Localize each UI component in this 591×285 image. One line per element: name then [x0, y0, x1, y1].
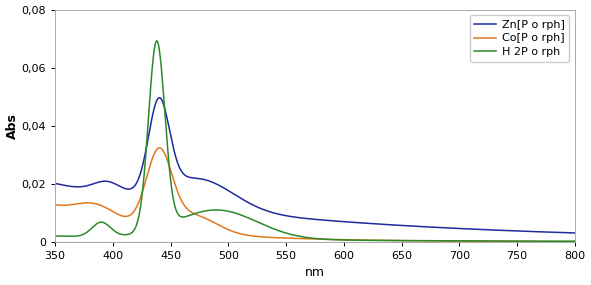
Co[P o rph]: [51, 203, 59, 207]
X-axis label: nm: nm: [305, 266, 325, 280]
Line: Co[P o rph]: Co[P o rph]: [55, 148, 575, 242]
Zn[P o rph]: [501, 229, 508, 232]
Zn[P o rph]: [443, 226, 450, 230]
H 2P o rph: [187, 213, 194, 217]
Co[P o rph]: [108, 209, 115, 213]
Zn[P o rph]: [108, 181, 115, 184]
H 2P o rph: [274, 229, 281, 232]
Zn[P o rph]: [422, 225, 429, 229]
H 2P o rph: [153, 39, 160, 42]
Zn[P o rph]: [156, 96, 163, 99]
Y-axis label: Abs: Abs: [5, 113, 18, 139]
Co[P o rph]: [422, 239, 429, 243]
Co[P o rph]: [443, 239, 450, 243]
H 2P o rph: [501, 239, 508, 243]
Co[P o rph]: [274, 236, 281, 239]
H 2P o rph: [108, 227, 115, 230]
H 2P o rph: [571, 239, 579, 243]
Legend: Zn[P o rph], Co[P o rph], H 2P o rph: Zn[P o rph], Co[P o rph], H 2P o rph: [470, 15, 569, 62]
Line: Zn[P o rph]: Zn[P o rph]: [55, 98, 575, 233]
Line: H 2P o rph: H 2P o rph: [55, 41, 575, 241]
Zn[P o rph]: [274, 212, 281, 216]
Zn[P o rph]: [571, 231, 579, 235]
H 2P o rph: [51, 234, 59, 238]
H 2P o rph: [422, 239, 429, 243]
Co[P o rph]: [571, 240, 579, 243]
Zn[P o rph]: [51, 182, 59, 185]
Co[P o rph]: [501, 240, 508, 243]
Co[P o rph]: [156, 146, 163, 150]
H 2P o rph: [443, 239, 450, 243]
Zn[P o rph]: [187, 176, 194, 179]
Co[P o rph]: [187, 210, 194, 213]
